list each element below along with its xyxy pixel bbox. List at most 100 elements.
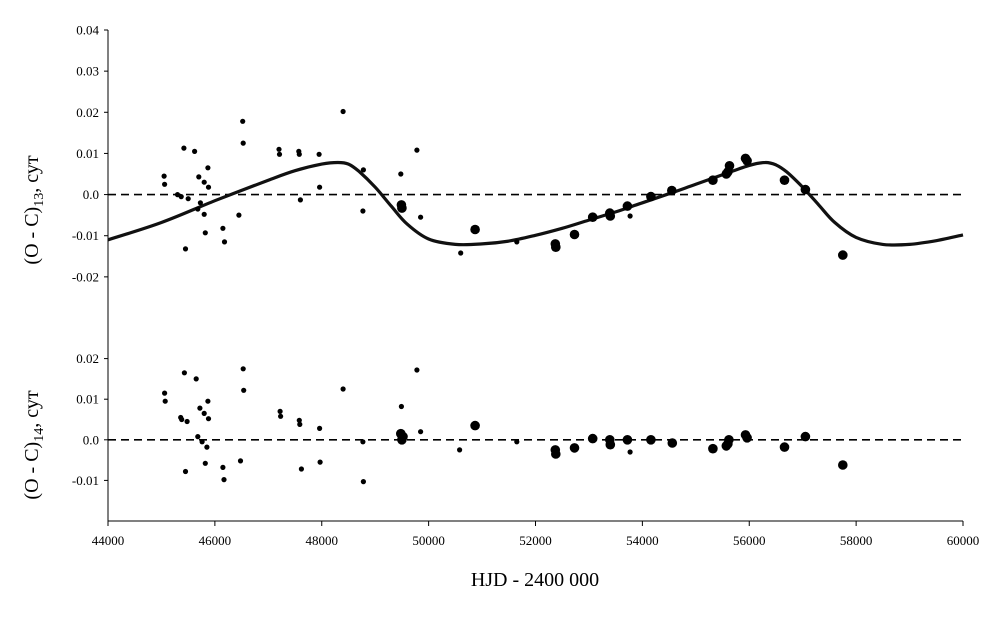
top-point-small bbox=[316, 151, 322, 157]
bottom-point-large bbox=[742, 433, 752, 443]
bottom-point-small bbox=[221, 477, 227, 483]
bottom-point-large bbox=[779, 442, 790, 452]
bottom-point-small bbox=[296, 417, 302, 423]
top-point-large bbox=[470, 224, 480, 235]
top-point-small bbox=[195, 206, 201, 212]
bottom-y-axis-title-unit: , сут bbox=[21, 390, 43, 428]
top-point-small bbox=[276, 151, 283, 157]
top-y-axis-title-unit: , сут bbox=[21, 155, 43, 193]
bottom-point-small bbox=[182, 468, 189, 475]
bottom-point-large bbox=[622, 435, 633, 445]
bottom-point-small bbox=[457, 447, 463, 453]
bottom-point-small bbox=[162, 390, 168, 396]
bottom-point-small bbox=[277, 408, 283, 414]
x-tick-label: 54000 bbox=[626, 533, 659, 548]
top-point-large bbox=[622, 201, 633, 211]
bottom-point-small bbox=[298, 466, 304, 472]
bottom-point-small bbox=[220, 464, 226, 470]
x-tick-label: 58000 bbox=[840, 533, 873, 548]
bottom-point-small bbox=[340, 386, 346, 392]
top-y-tick-label: 0.04 bbox=[76, 23, 99, 38]
bottom-point-large bbox=[724, 435, 734, 445]
bottom-panel: 0.02 0.01 0.0 -0.01 (O - C)14, сут bbox=[21, 318, 963, 521]
bottom-point-small bbox=[360, 479, 366, 485]
top-point-small bbox=[192, 148, 198, 154]
bottom-point-small bbox=[201, 410, 207, 416]
top-point-small bbox=[202, 230, 208, 236]
bottom-point-small bbox=[181, 370, 187, 376]
bottom-point-large bbox=[838, 460, 848, 470]
bottom-point-large bbox=[646, 435, 656, 445]
bottom-point-small bbox=[199, 439, 205, 445]
bottom-point-small bbox=[202, 460, 208, 466]
top-point-small bbox=[418, 214, 424, 220]
bottom-y-ticks: 0.02 0.01 0.0 -0.01 bbox=[72, 351, 108, 488]
top-point-small bbox=[236, 212, 242, 218]
x-tick-label: 48000 bbox=[306, 533, 339, 548]
top-point-small bbox=[181, 145, 187, 151]
top-y-tick-label: 0.02 bbox=[76, 105, 99, 120]
top-point-large bbox=[838, 250, 848, 260]
top-point-small bbox=[360, 167, 366, 173]
top-data-points bbox=[161, 108, 848, 260]
bottom-point-small bbox=[278, 413, 284, 419]
top-point-small bbox=[458, 250, 464, 256]
bottom-point-small bbox=[197, 405, 203, 411]
top-y-ticks: 0.04 0.03 0.02 0.01 0.0 -0.01 -0.02 bbox=[72, 23, 108, 284]
top-point-small bbox=[221, 239, 228, 245]
top-point-small bbox=[414, 147, 420, 153]
top-model-curve bbox=[107, 160, 964, 247]
top-point-large bbox=[587, 212, 598, 222]
top-point-small bbox=[297, 197, 303, 203]
bottom-point-small bbox=[193, 376, 199, 382]
bottom-point-small bbox=[317, 459, 323, 465]
bottom-point-small bbox=[418, 429, 424, 435]
top-point-small bbox=[205, 184, 212, 190]
bottom-y-tick-label: 0.0 bbox=[83, 432, 99, 447]
top-point-small bbox=[162, 181, 168, 187]
x-axis-title: HJD - 2400 000 bbox=[471, 569, 599, 591]
bottom-y-tick-label: 0.02 bbox=[76, 351, 99, 366]
x-tick-label: 60000 bbox=[947, 533, 980, 548]
top-panel: 0.04 0.03 0.02 0.01 0.0 -0.01 -0.02 (O - C)13,… bbox=[21, 23, 964, 318]
top-point-large bbox=[667, 185, 677, 196]
bottom-point-small bbox=[195, 434, 201, 440]
top-point-large bbox=[779, 175, 790, 185]
bottom-point-small bbox=[360, 439, 366, 445]
bottom-y-axis-title-main: (O - C) bbox=[21, 442, 43, 500]
top-point-small bbox=[178, 194, 184, 200]
bottom-point-small bbox=[205, 398, 211, 404]
x-tick-label: 44000 bbox=[92, 533, 125, 548]
top-point-small bbox=[201, 179, 207, 185]
bottom-point-large bbox=[800, 431, 811, 442]
bottom-point-large bbox=[667, 438, 678, 448]
x-tick-label: 46000 bbox=[199, 533, 232, 548]
top-point-large bbox=[708, 175, 718, 185]
top-point-small bbox=[185, 196, 191, 202]
top-point-small bbox=[182, 246, 189, 252]
bottom-y-axis-title-subscript: 14 bbox=[32, 428, 47, 442]
bottom-point-large bbox=[398, 431, 408, 442]
top-point-small bbox=[398, 171, 404, 177]
top-point-small bbox=[201, 211, 207, 217]
bottom-point-large bbox=[708, 443, 718, 454]
x-ticks: 44000 46000 48000 50000 52000 54000 56000 58000… bbox=[92, 521, 980, 548]
top-point-small bbox=[240, 118, 246, 124]
top-point-small bbox=[340, 108, 346, 115]
bottom-point-large bbox=[470, 420, 480, 431]
top-point-small bbox=[360, 208, 366, 214]
x-tick-label: 52000 bbox=[519, 533, 552, 548]
top-point-large bbox=[569, 229, 580, 240]
bottom-point-small bbox=[317, 425, 323, 431]
top-point-large bbox=[646, 191, 656, 202]
bottom-y-tick-label: 0.01 bbox=[76, 392, 99, 407]
bottom-point-small bbox=[297, 421, 303, 427]
x-tick-label: 50000 bbox=[412, 533, 445, 548]
top-point-large bbox=[800, 184, 811, 195]
bottom-point-small bbox=[627, 449, 633, 455]
bottom-point-small bbox=[204, 444, 210, 450]
top-point-small bbox=[196, 174, 202, 180]
top-point-large bbox=[724, 161, 735, 171]
bottom-point-small bbox=[398, 403, 404, 410]
bottom-point-small bbox=[240, 366, 246, 372]
